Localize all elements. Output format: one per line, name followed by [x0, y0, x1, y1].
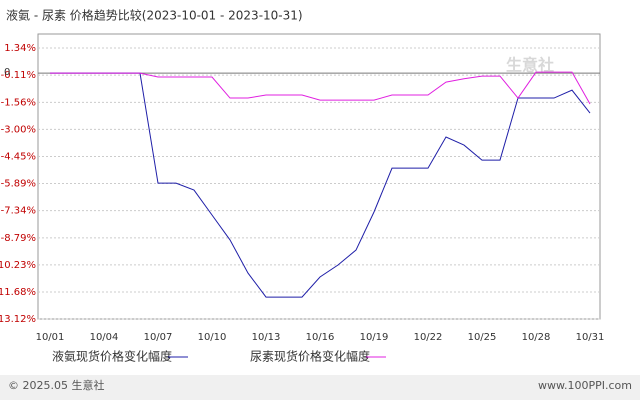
x-tick-label: 10/07	[144, 332, 173, 343]
x-tick-label: 10/13	[252, 332, 281, 343]
x-tick-label: 10/25	[468, 332, 497, 343]
x-tick-label: 10/16	[306, 332, 335, 343]
x-tick-label: 10/19	[360, 332, 389, 343]
y-tick-label: -11.68%	[0, 287, 36, 298]
footer-right: www.100PPI.com	[538, 379, 632, 392]
y-tick-label: -4.45%	[1, 152, 36, 163]
y-tick-label: -3.00%	[1, 124, 36, 135]
x-tick-label: 10/10	[198, 332, 227, 343]
y-tick-label: -5.89%	[1, 179, 36, 190]
y-tick-label: -1.56%	[1, 97, 36, 108]
x-tick-label: 10/31	[576, 332, 605, 343]
legend-label: 尿素现货价格变化幅度	[250, 349, 370, 364]
x-tick-label: 10/01	[36, 332, 65, 343]
y-tick-label: 1.34%	[4, 43, 36, 54]
y-tick-label: -8.79%	[1, 233, 36, 244]
y-tick-label: -13.12%	[0, 314, 36, 325]
legend-label: 液氨现货价格变化幅度	[52, 349, 172, 364]
footer-band	[0, 375, 640, 400]
x-tick-label: 10/28	[522, 332, 551, 343]
y-tick-label: -10.23%	[0, 260, 36, 271]
watermark: 生意社	[506, 56, 554, 75]
chart-title: 液氨 - 尿素 价格趋势比较(2023-10-01 - 2023-10-31)	[6, 8, 303, 23]
zero-label: 0	[4, 67, 10, 78]
x-tick-label: 10/04	[90, 332, 119, 343]
x-tick-label: 10/22	[414, 332, 443, 343]
series-line	[50, 71, 591, 105]
y-tick-label: -0.11%	[1, 70, 36, 81]
footer-left: © 2025.05 生意社	[8, 378, 104, 392]
y-tick-label: -7.34%	[1, 206, 36, 217]
